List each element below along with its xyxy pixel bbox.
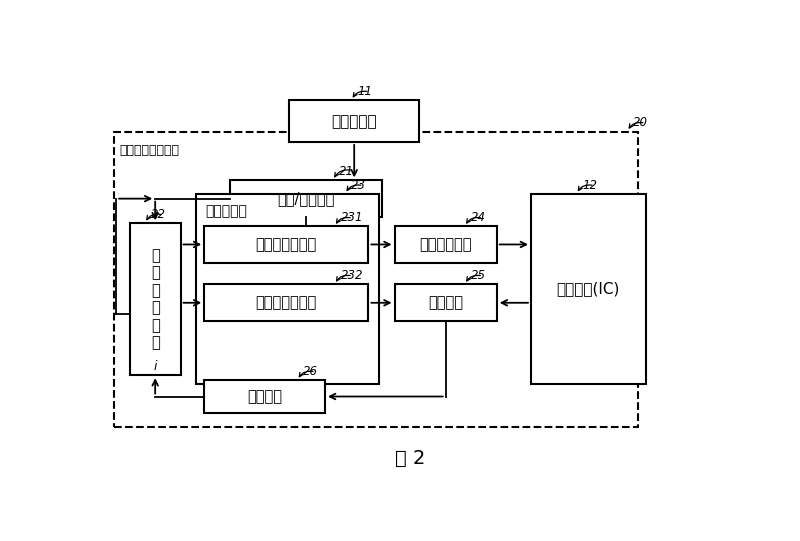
Text: 23: 23 — [351, 179, 366, 192]
Text: 第
一
写
入
模
块: 第 一 写 入 模 块 — [151, 248, 159, 350]
Text: 数字编码刻录系统: 数字编码刻录系统 — [120, 144, 180, 157]
Bar — [196, 194, 379, 384]
Text: 21: 21 — [338, 165, 354, 178]
Text: 20: 20 — [634, 116, 648, 129]
Text: 初始化文件: 初始化文件 — [331, 114, 377, 129]
Text: 第二写入模块: 第二写入模块 — [419, 237, 472, 252]
Text: 存储器模块: 存储器模块 — [206, 204, 247, 219]
Bar — [394, 226, 497, 263]
Text: 验证样本存储器: 验证样本存储器 — [256, 295, 317, 311]
Text: 26: 26 — [303, 365, 318, 378]
Text: 刻录样本存储器: 刻录样本存储器 — [256, 237, 317, 252]
Text: i: i — [154, 360, 157, 373]
Text: 232: 232 — [341, 269, 363, 282]
Text: 25: 25 — [470, 269, 486, 282]
Text: 24: 24 — [470, 212, 486, 225]
Text: 集成电路(IC): 集成电路(IC) — [557, 281, 620, 296]
Text: 读取/分析模块: 读取/分析模块 — [278, 191, 335, 206]
Bar — [531, 194, 646, 384]
Text: 11: 11 — [358, 85, 372, 98]
Text: 231: 231 — [341, 212, 363, 225]
Bar — [289, 100, 419, 142]
Bar — [230, 180, 382, 217]
Text: 12: 12 — [582, 179, 598, 192]
Bar — [204, 380, 325, 413]
Bar — [130, 223, 181, 375]
Bar — [204, 285, 369, 321]
Text: 22: 22 — [151, 208, 166, 221]
Bar — [204, 226, 369, 263]
Text: 验证模块: 验证模块 — [428, 295, 463, 311]
Text: 图 2: 图 2 — [395, 449, 425, 468]
Text: 叠加模块: 叠加模块 — [247, 389, 282, 404]
Bar — [114, 131, 638, 427]
Bar — [394, 285, 497, 321]
